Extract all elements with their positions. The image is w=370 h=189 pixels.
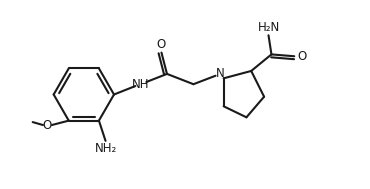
Text: H₂N: H₂N [258,21,280,34]
Text: O: O [43,119,52,132]
Text: O: O [298,50,307,63]
Text: NH: NH [132,78,149,91]
Text: O: O [157,38,166,51]
Text: NH₂: NH₂ [94,143,117,155]
Text: N: N [216,67,224,80]
